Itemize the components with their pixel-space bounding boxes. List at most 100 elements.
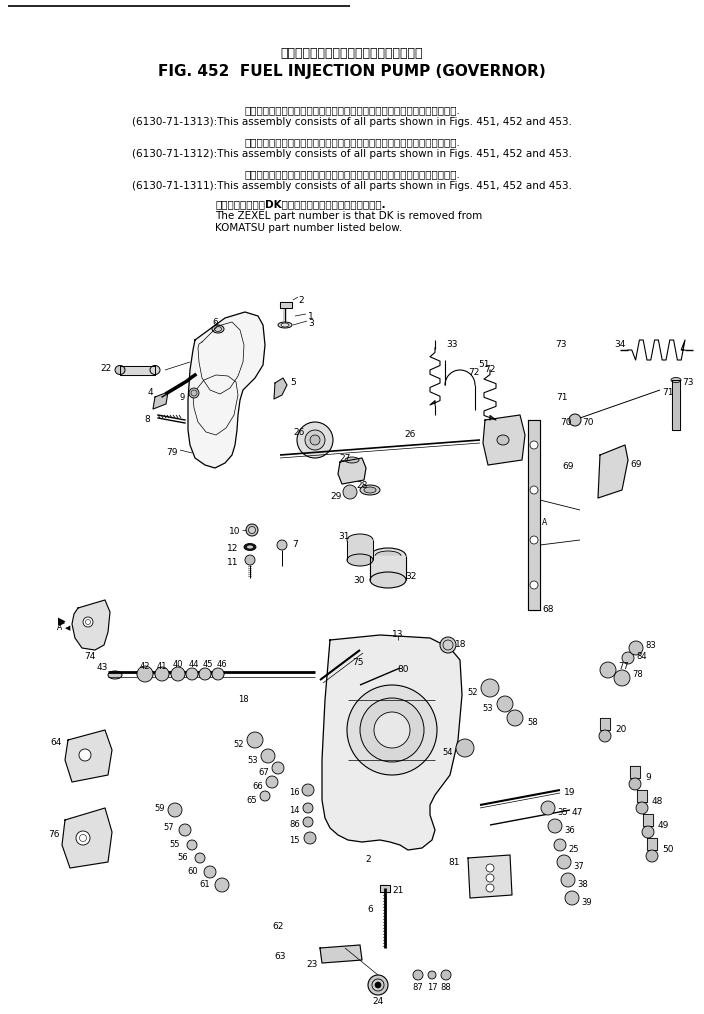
Circle shape: [171, 667, 185, 681]
Text: 32: 32: [405, 572, 416, 581]
Text: 64: 64: [51, 738, 62, 747]
Polygon shape: [72, 600, 110, 650]
Polygon shape: [647, 838, 657, 850]
Text: 53: 53: [247, 756, 258, 765]
Ellipse shape: [246, 545, 253, 549]
Text: 18: 18: [455, 640, 467, 649]
Text: 59: 59: [154, 804, 165, 813]
Circle shape: [554, 839, 566, 851]
Circle shape: [179, 824, 191, 836]
Text: 63: 63: [275, 952, 286, 961]
Polygon shape: [274, 378, 287, 399]
Polygon shape: [320, 945, 362, 963]
Ellipse shape: [108, 671, 122, 679]
Ellipse shape: [360, 485, 380, 495]
Text: (6130-71-1311):This assembly consists of all parts shown in Figs. 451, 452 and 4: (6130-71-1311):This assembly consists of…: [132, 182, 572, 191]
Text: 72: 72: [484, 365, 496, 374]
Circle shape: [636, 802, 648, 814]
Text: 6: 6: [212, 318, 218, 327]
Ellipse shape: [199, 670, 211, 678]
Polygon shape: [643, 814, 653, 826]
Text: 54: 54: [443, 748, 453, 757]
Text: 53: 53: [482, 704, 493, 713]
Text: 52: 52: [467, 689, 478, 697]
Text: 26: 26: [294, 428, 305, 437]
Circle shape: [199, 668, 211, 680]
Text: 76: 76: [49, 830, 60, 839]
Text: 62: 62: [272, 922, 284, 931]
Text: 18: 18: [238, 695, 249, 704]
Text: 2: 2: [365, 855, 371, 864]
Text: 71: 71: [556, 393, 567, 402]
Circle shape: [368, 975, 388, 995]
Circle shape: [277, 540, 287, 550]
Text: 69: 69: [630, 460, 641, 469]
Text: 88: 88: [441, 983, 451, 992]
Circle shape: [195, 853, 205, 863]
Text: 1: 1: [308, 312, 314, 321]
Circle shape: [76, 831, 90, 845]
Text: 2: 2: [298, 296, 303, 305]
Text: 23: 23: [307, 960, 318, 969]
Circle shape: [302, 784, 314, 796]
Ellipse shape: [278, 322, 292, 328]
Circle shape: [507, 710, 523, 726]
Ellipse shape: [171, 669, 185, 679]
Text: 51: 51: [478, 360, 489, 369]
Text: 28: 28: [356, 481, 367, 490]
Polygon shape: [338, 458, 366, 484]
Text: 70: 70: [560, 418, 572, 427]
Circle shape: [642, 826, 654, 838]
Circle shape: [646, 850, 658, 862]
Text: 86: 86: [289, 820, 300, 829]
Circle shape: [486, 874, 494, 882]
Text: 58: 58: [527, 718, 538, 727]
Text: A: A: [57, 623, 62, 632]
Text: 21: 21: [392, 886, 403, 895]
Polygon shape: [347, 540, 373, 560]
Circle shape: [375, 982, 381, 988]
Polygon shape: [528, 420, 540, 610]
Ellipse shape: [212, 325, 224, 333]
Text: 8: 8: [144, 415, 150, 424]
Text: 29: 29: [331, 492, 342, 501]
Ellipse shape: [137, 668, 153, 679]
Text: (6130-71-1312):This assembly consists of all parts shown in Figs. 451, 452 and 4: (6130-71-1312):This assembly consists of…: [132, 149, 572, 159]
Text: 57: 57: [163, 823, 174, 832]
Text: 40: 40: [172, 660, 183, 669]
Text: 26: 26: [404, 430, 415, 439]
Text: 52: 52: [234, 740, 244, 749]
Text: 73: 73: [682, 378, 693, 387]
Text: 71: 71: [662, 388, 674, 397]
Text: 38: 38: [577, 880, 588, 889]
Circle shape: [456, 739, 474, 757]
Text: ◀: ◀: [65, 625, 70, 631]
Text: このアセンブリの構成部品は第４５１、４５２図および第４５３図を見ます.: このアセンブリの構成部品は第４５１、４５２図および第４５３図を見ます.: [244, 137, 460, 147]
Circle shape: [599, 730, 611, 742]
Text: 24: 24: [372, 997, 384, 1006]
Text: 67: 67: [258, 768, 269, 777]
Ellipse shape: [375, 551, 401, 561]
Circle shape: [541, 801, 555, 815]
Text: 75: 75: [352, 658, 364, 667]
Text: 42: 42: [140, 662, 150, 671]
Circle shape: [303, 803, 313, 813]
Circle shape: [530, 441, 538, 449]
Text: 9: 9: [180, 393, 185, 402]
Text: 4: 4: [147, 388, 153, 397]
Polygon shape: [637, 790, 647, 802]
Circle shape: [530, 536, 538, 544]
Circle shape: [548, 819, 562, 832]
Circle shape: [305, 430, 325, 450]
Text: 60: 60: [187, 867, 198, 876]
Circle shape: [343, 485, 357, 499]
Text: 11: 11: [227, 558, 238, 567]
Text: 16: 16: [289, 788, 300, 797]
Polygon shape: [380, 885, 390, 892]
Text: 44: 44: [189, 660, 199, 669]
Circle shape: [557, 855, 571, 869]
Text: A: A: [542, 518, 548, 527]
Polygon shape: [630, 766, 640, 778]
Circle shape: [561, 873, 575, 887]
Circle shape: [266, 776, 278, 788]
